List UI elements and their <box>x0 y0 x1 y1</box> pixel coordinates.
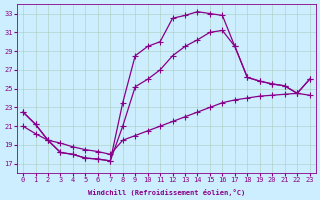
X-axis label: Windchill (Refroidissement éolien,°C): Windchill (Refroidissement éolien,°C) <box>88 189 245 196</box>
